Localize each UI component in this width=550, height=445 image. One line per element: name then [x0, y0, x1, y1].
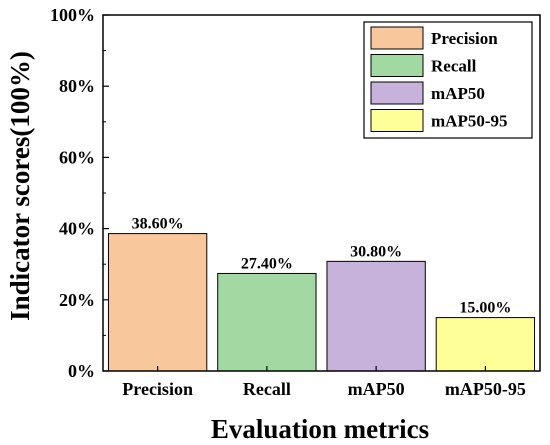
y-tick-label: 60%: [59, 147, 95, 167]
legend-label-recall: Recall: [431, 57, 477, 76]
bar-precision: [107, 233, 208, 372]
y-tick-label: 20%: [59, 290, 95, 310]
bar-recall: [217, 272, 317, 372]
data-labels-layer: 38.60% 27.40% 30.80% 15.00%: [132, 216, 512, 317]
x-tick-label: mAP50: [348, 379, 405, 399]
y-tick-label: 100%: [50, 5, 95, 25]
y-tick-label: 0%: [68, 361, 95, 381]
legend-swatch-map50: [370, 81, 424, 105]
x-tick-label: Recall: [243, 379, 291, 399]
bar-map50: [326, 260, 426, 372]
data-label-map50-95: 15.00%: [459, 300, 511, 317]
legend-label-map50: mAP50: [431, 84, 485, 103]
legend-swatch-recall: [370, 54, 424, 77]
data-label-precision: 38.60%: [132, 216, 184, 233]
bars-layer: [107, 233, 536, 372]
axes-layer: Precision Recall mAP50 mAP50-95 0% 20% 40% 60% 8…: [50, 5, 541, 399]
legend-swatch-precision: [370, 26, 424, 50]
legend: Precision Recall mAP50 mAP50-95: [363, 21, 533, 139]
x-axis-title: Evaluation metrics: [211, 414, 429, 444]
legend-label-map50-95: mAP50-95: [431, 112, 507, 131]
data-label-map50: 30.80%: [350, 243, 402, 260]
y-tick-label: 40%: [59, 219, 95, 239]
y-tick-label: 80%: [59, 76, 95, 96]
legend-swatch-map50-95: [370, 109, 424, 132]
x-tick-label: mAP50-95: [445, 379, 526, 399]
y-axis-title: Indicator scores(100%): [5, 51, 35, 321]
x-tick-label: Precision: [122, 379, 193, 399]
bar-map50-95: [435, 317, 536, 372]
data-label-recall: 27.40%: [241, 255, 293, 272]
legend-label-precision: Precision: [431, 29, 498, 48]
